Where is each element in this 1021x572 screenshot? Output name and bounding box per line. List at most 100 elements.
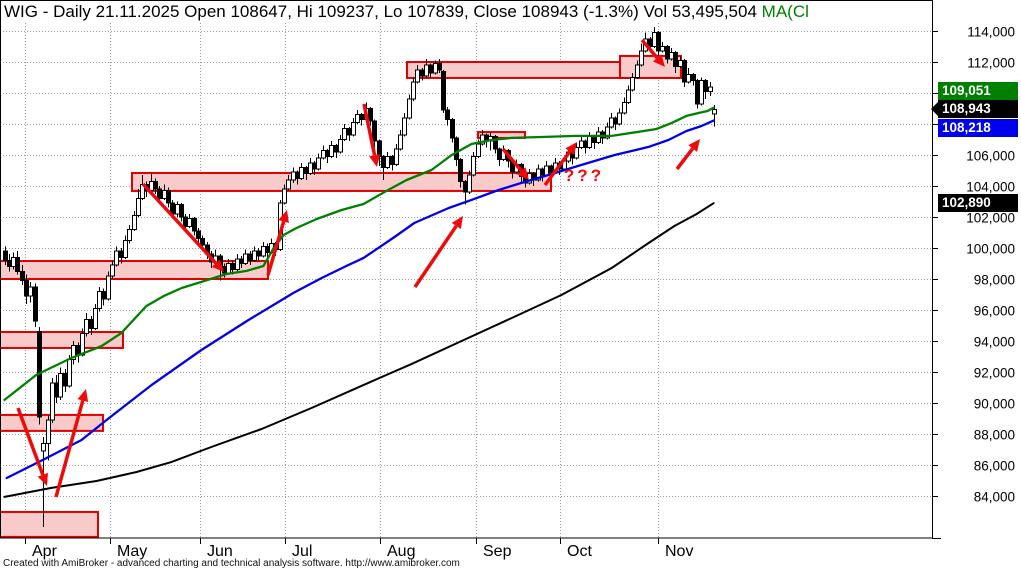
- candle-body: [183, 216, 188, 227]
- candle-body: [596, 131, 601, 144]
- plot-border: [0, 0, 933, 539]
- y-axis-label: 96,000: [974, 304, 1015, 319]
- candle-body: [153, 180, 158, 190]
- candle-body: [127, 228, 132, 241]
- candle-body: [33, 286, 38, 322]
- candle-body: [626, 89, 631, 103]
- candle-body: [265, 245, 270, 254]
- y-axis-label: 112,000: [967, 56, 1015, 71]
- candle-body: [678, 59, 683, 68]
- trend-arrow-head: [451, 216, 463, 230]
- candle-body: [162, 190, 167, 199]
- trend-arrow-head: [369, 154, 380, 167]
- month-label: Apr: [32, 543, 58, 560]
- trend-arrow-shaft: [640, 38, 659, 59]
- candle-body: [338, 139, 343, 153]
- candle-body: [252, 250, 257, 261]
- candle-body: [101, 290, 106, 300]
- candle-body: [398, 134, 403, 150]
- candle-body: [312, 162, 317, 170]
- trend-arrow-head: [688, 139, 700, 152]
- candle-body: [476, 143, 481, 158]
- candle-body: [291, 171, 296, 181]
- candle-body: [583, 140, 588, 148]
- y-axis-label: 86,000: [974, 459, 1015, 474]
- candle-body: [334, 145, 339, 153]
- candle-body: [140, 183, 145, 199]
- trend-arrow-shaft: [16, 407, 45, 476]
- candle-body: [630, 77, 635, 91]
- candle-body: [355, 114, 360, 123]
- candle-body: [261, 245, 266, 257]
- price-gridlines: [0, 31, 932, 497]
- text-annotations: ???: [564, 166, 604, 185]
- candle-body: [617, 112, 622, 125]
- candle-body: [441, 70, 446, 111]
- footer-credit: Created with AmiBroker - advanced charti…: [3, 558, 460, 569]
- candle-body: [136, 197, 141, 216]
- candle-body: [106, 275, 111, 300]
- y-axis-label: 100,000: [966, 242, 1015, 257]
- x-axis: Apr May Jun Jul Aug Sep Oct Nov: [25, 538, 693, 560]
- candle-body: [11, 256, 16, 268]
- month-label: Sep: [483, 543, 512, 560]
- y-axis-label: 84,000: [974, 490, 1015, 505]
- candle-body: [41, 442, 46, 452]
- candle-body: [428, 64, 433, 74]
- trend-arrow-shaft: [362, 103, 377, 156]
- y-axis-label: 94,000: [974, 335, 1015, 350]
- trend-arrow-head: [278, 210, 289, 224]
- candle-body: [342, 128, 347, 140]
- candle-body: [3, 250, 8, 261]
- candle-body: [579, 140, 584, 148]
- candle-body: [695, 80, 700, 105]
- y-axis-label: 102,000: [966, 211, 1015, 226]
- month-gridlines: [25, 23, 659, 538]
- candle-body: [58, 373, 63, 398]
- candle-body: [450, 118, 455, 139]
- candle-body: [660, 46, 665, 52]
- candle-body: [544, 165, 549, 176]
- candle-body: [239, 258, 244, 265]
- candle-body: [622, 101, 627, 114]
- y-axis-label: 88,000: [974, 428, 1015, 443]
- candle-body: [691, 73, 696, 82]
- candle-body: [635, 64, 640, 78]
- candle-body: [433, 63, 438, 74]
- trend-arrow-head: [517, 167, 529, 180]
- y-axis-label: 92,000: [974, 366, 1015, 381]
- candle-body: [359, 114, 364, 120]
- candle-body: [420, 69, 425, 77]
- candle-body: [656, 32, 661, 52]
- candle-body: [286, 179, 291, 190]
- question-marks-annotation: ???: [564, 166, 604, 185]
- y-axis-label: 106,000: [966, 149, 1015, 164]
- candle-body: [248, 253, 253, 261]
- plot-frame: [0, 0, 941, 539]
- trend-arrow-head: [37, 472, 48, 486]
- candle-body: [411, 81, 416, 100]
- candle-body: [673, 52, 678, 68]
- trend-arrow-shaft: [501, 147, 523, 172]
- candle-body: [282, 188, 287, 204]
- candle-body: [71, 345, 76, 361]
- candle-body: [20, 270, 25, 282]
- trend-arrow-shaft: [54, 400, 85, 498]
- candle-body: [325, 149, 330, 158]
- trend-arrow-head: [565, 142, 577, 155]
- candle-body: [235, 258, 240, 271]
- candle-body: [712, 108, 717, 115]
- candle-body: [699, 80, 704, 105]
- candle-body: [15, 256, 20, 272]
- candle-body: [445, 109, 450, 120]
- candle-body: [93, 307, 98, 330]
- candle-body: [24, 280, 29, 297]
- candle-body: [669, 52, 674, 60]
- candle-body: [424, 64, 429, 77]
- candle-body: [454, 137, 459, 161]
- trend-arrow-head: [77, 389, 89, 403]
- chart-title: WIG - Daily 21.11.2025 Open 108647, Hi 1…: [4, 2, 930, 22]
- candle-body: [46, 419, 51, 444]
